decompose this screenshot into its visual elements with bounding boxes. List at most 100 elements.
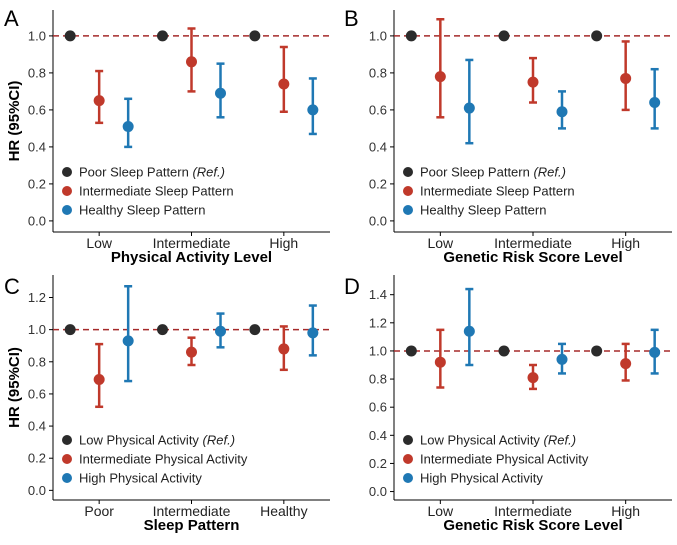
y-tick-label: 0.0 xyxy=(28,483,46,498)
legend-marker xyxy=(62,435,72,445)
data-point xyxy=(498,30,510,42)
x-tick-label: High xyxy=(611,235,640,251)
y-tick-label: 0.4 xyxy=(28,139,46,154)
x-tick-label: Low xyxy=(427,503,454,519)
data-point xyxy=(649,346,661,358)
data-point xyxy=(249,324,261,336)
data-point xyxy=(64,324,76,336)
x-tick-label: Intermediate xyxy=(153,503,231,519)
data-point xyxy=(556,106,568,118)
y-tick-label: 1.2 xyxy=(28,290,46,305)
data-point xyxy=(527,76,539,88)
y-tick-label: 0.2 xyxy=(369,176,387,191)
data-point xyxy=(620,72,632,84)
legend-label: Intermediate Sleep Pattern xyxy=(420,184,575,199)
data-point xyxy=(405,345,417,357)
data-point xyxy=(527,372,539,384)
legend-marker xyxy=(62,167,72,177)
y-tick-label: 0.6 xyxy=(369,400,387,415)
y-tick-label: 0.2 xyxy=(28,451,46,466)
x-tick-label: Intermediate xyxy=(153,235,231,251)
y-tick-label: 0.0 xyxy=(369,213,387,228)
data-point xyxy=(186,346,197,358)
legend-label: Low Physical Activity (Ref.) xyxy=(420,433,576,448)
legend-marker xyxy=(403,167,413,177)
x-axis-title: Genetic Risk Score Level xyxy=(443,517,622,534)
legend-ref-label: (Ref.) xyxy=(544,433,577,448)
data-point xyxy=(215,87,226,99)
legend-label: Poor Sleep Pattern (Ref.) xyxy=(420,165,566,180)
legend-marker xyxy=(62,454,72,464)
legend-marker xyxy=(403,454,413,464)
y-tick-label: 1.2 xyxy=(369,315,387,330)
y-tick-label: 0.8 xyxy=(28,65,46,80)
y-tick-label: 0.0 xyxy=(369,484,387,499)
y-tick-label: 0.0 xyxy=(28,213,46,228)
panel-b: 0.0 0.2 0.4 0.6 0.8 1.0 Low Intermediate HighGen… xyxy=(344,6,672,266)
x-tick-label: Intermediate xyxy=(494,235,572,251)
y-tick-label: 1.0 xyxy=(369,28,387,43)
x-tick-label: Low xyxy=(86,235,113,251)
data-point xyxy=(463,325,475,337)
data-point xyxy=(278,343,290,355)
panel-letter: D xyxy=(344,274,360,299)
panel-a: 0.0 0.2 0.4 0.6 0.8 1.0 Low Intermediate HighPhy… xyxy=(4,6,330,266)
x-axis-title: Physical Activity Level xyxy=(111,249,272,266)
y-tick-label: 1.0 xyxy=(28,28,46,43)
data-point xyxy=(278,78,290,90)
data-point xyxy=(620,358,632,370)
legend-marker xyxy=(403,435,413,445)
data-point xyxy=(498,345,510,357)
legend-label: Intermediate Physical Activity xyxy=(79,452,248,467)
y-axis-title: HR (95%CI) xyxy=(6,81,23,162)
legend-label: Healthy Sleep Pattern xyxy=(79,203,205,218)
x-axis-title: Sleep Pattern xyxy=(144,517,240,534)
y-tick-label: 1.0 xyxy=(369,343,387,358)
x-tick-label: Intermediate xyxy=(494,503,572,519)
panel-letter: C xyxy=(4,274,20,299)
data-point xyxy=(122,121,134,133)
data-point xyxy=(157,30,168,42)
data-point xyxy=(434,71,446,83)
y-tick-label: 0.4 xyxy=(369,139,387,154)
y-tick-label: 0.2 xyxy=(369,456,387,471)
x-tick-label: High xyxy=(611,503,640,519)
y-tick-label: 0.4 xyxy=(369,428,387,443)
legend-label: Poor Sleep Pattern (Ref.) xyxy=(79,165,225,180)
legend-marker xyxy=(62,473,72,483)
legend-label: High Physical Activity xyxy=(79,471,202,486)
legend-marker xyxy=(403,473,413,483)
legend-marker xyxy=(403,205,413,215)
y-tick-label: 0.6 xyxy=(28,102,46,117)
y-tick-label: 0.2 xyxy=(28,176,46,191)
x-tick-label: Poor xyxy=(84,503,114,519)
y-tick-label: 0.8 xyxy=(369,372,387,387)
legend-label: High Physical Activity xyxy=(420,471,543,486)
panel-letter: B xyxy=(344,6,359,31)
legend-marker xyxy=(62,205,72,215)
x-tick-label: Low xyxy=(427,235,454,251)
data-point xyxy=(157,324,168,336)
data-point xyxy=(307,327,319,339)
y-tick-label: 1.0 xyxy=(28,322,46,337)
data-point xyxy=(93,95,105,107)
data-point xyxy=(405,30,417,42)
x-tick-label: Healthy xyxy=(260,503,307,519)
panel-d: 0.0 0.2 0.4 0.6 0.8 1.0 1.2 1.4 Low Intermediate H… xyxy=(344,274,672,534)
y-tick-label: 0.6 xyxy=(28,386,46,401)
data-point xyxy=(556,353,568,365)
panel-letter: A xyxy=(4,6,19,31)
data-point xyxy=(64,30,76,42)
panel-c: 0.0 0.2 0.4 0.6 0.8 1.0 1.2 Poor Intermediate Hea… xyxy=(4,274,330,534)
legend-label: Intermediate Sleep Pattern xyxy=(79,184,234,199)
data-point xyxy=(93,373,105,385)
legend-ref-label: (Ref.) xyxy=(533,165,566,180)
x-axis-title: Genetic Risk Score Level xyxy=(443,249,622,266)
data-point xyxy=(307,104,319,116)
legend-label: Intermediate Physical Activity xyxy=(420,452,589,467)
legend-ref-label: (Ref.) xyxy=(192,165,225,180)
y-tick-label: 1.4 xyxy=(369,287,387,302)
data-point xyxy=(591,345,603,357)
data-point xyxy=(591,30,603,42)
